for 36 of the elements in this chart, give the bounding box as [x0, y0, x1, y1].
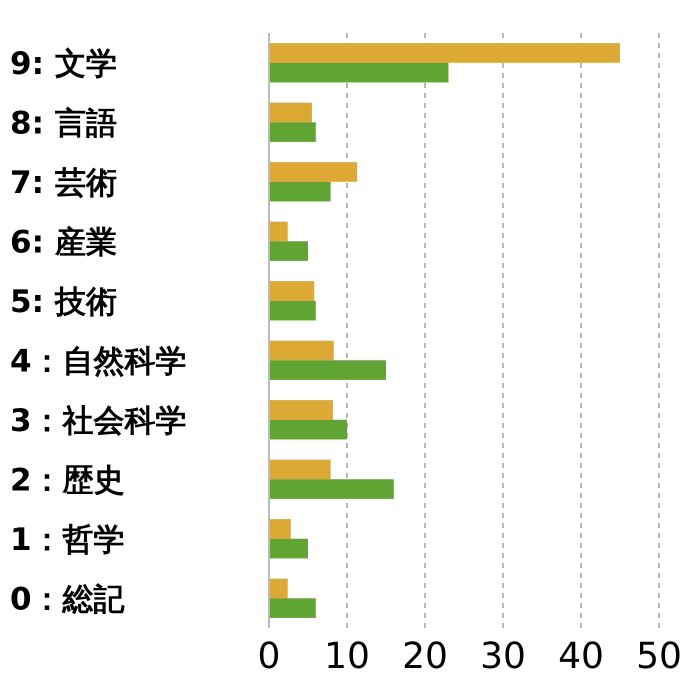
bar: [269, 122, 316, 142]
bar: [269, 300, 316, 320]
x-tick-label: 10: [324, 636, 370, 677]
y-tick-label: 0：総記: [10, 581, 126, 618]
y-tick-label: 8: 言語: [10, 105, 117, 142]
y-tick-label: 2：歴史: [10, 462, 125, 498]
bar: [269, 102, 312, 122]
bar: [269, 479, 394, 499]
y-tick-label: 6: 産業: [10, 224, 117, 260]
y-tick-label: 1：哲学: [10, 522, 125, 558]
bar: [269, 182, 331, 202]
bar: [269, 400, 333, 420]
bar: [269, 43, 620, 63]
bar: [269, 340, 334, 360]
bar: [269, 281, 314, 301]
bar: [269, 578, 288, 598]
bar: [269, 62, 448, 82]
y-tick-label: 9: 文学: [10, 46, 117, 82]
bar: [269, 360, 386, 380]
y-tick-label: 3：社会科学: [10, 402, 187, 439]
y-tick-label: 5: 技術: [10, 284, 117, 320]
bar: [269, 538, 308, 558]
x-tick-label: 0: [258, 636, 280, 677]
bar: [269, 162, 358, 182]
y-tick-label: 4：自然科学: [10, 343, 187, 380]
y-tick-label: 7: 芸術: [10, 164, 117, 201]
x-tick-label: 30: [480, 636, 526, 677]
x-tick-label: 50: [636, 636, 682, 677]
x-tick-label: 40: [558, 636, 604, 677]
bar: [269, 222, 288, 242]
bar: [269, 241, 308, 261]
bar: [269, 420, 347, 440]
bar: [269, 598, 316, 618]
bar: [269, 519, 291, 539]
x-tick-label: 20: [402, 636, 448, 677]
bar: [269, 460, 331, 480]
